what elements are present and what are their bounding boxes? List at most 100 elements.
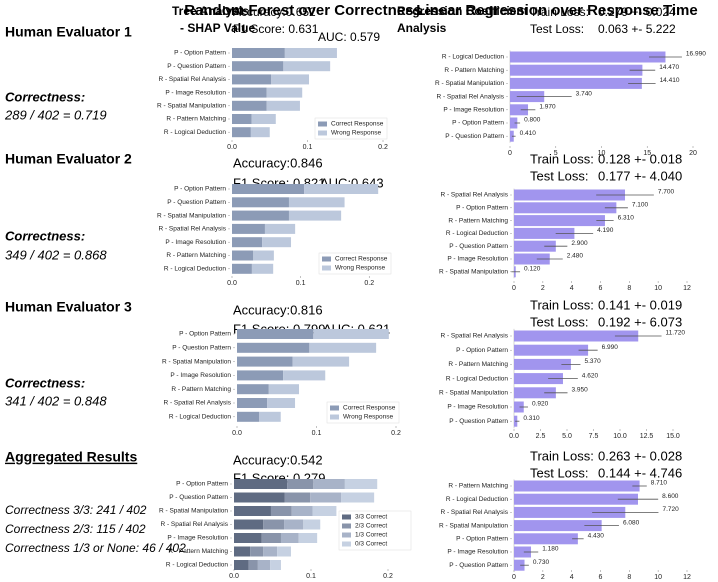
annotation: F1 Score: 0.631 bbox=[233, 22, 319, 36]
bar-segment bbox=[232, 263, 252, 274]
category-label: R - Spatial Manipulation bbox=[439, 522, 508, 529]
bar-segment bbox=[237, 342, 310, 353]
bar-segment bbox=[266, 100, 300, 111]
legend-label: Correct Response bbox=[343, 405, 396, 412]
bar-segment bbox=[234, 506, 271, 516]
value-label: 1.180 bbox=[542, 546, 559, 553]
bar-segment bbox=[234, 546, 251, 557]
category-label: P - Question Pattern bbox=[172, 345, 231, 352]
bar bbox=[514, 559, 525, 571]
category-label: R - Spatial Rel Analysis bbox=[440, 509, 508, 516]
legend-swatch bbox=[342, 532, 351, 538]
bar-segment bbox=[232, 87, 267, 98]
value-label: 3.740 bbox=[576, 90, 593, 97]
bar-segment bbox=[251, 114, 276, 124]
x-tick-label: 0.0 bbox=[229, 573, 239, 580]
annotation: Accuracy:0.846 bbox=[233, 155, 323, 170]
legend-label: Correct Response bbox=[331, 121, 384, 128]
bar bbox=[514, 202, 617, 214]
category-label: P - Question Pattern bbox=[445, 133, 504, 140]
category-label: R - Pattern Matching bbox=[448, 483, 508, 490]
bar-segment bbox=[237, 356, 293, 367]
bar-segment bbox=[284, 48, 337, 58]
x-tick-label: 0.0 bbox=[227, 144, 237, 151]
category-label: R - Spatial Manipulation bbox=[157, 103, 226, 110]
bar-segment bbox=[303, 519, 321, 530]
bar bbox=[514, 480, 640, 492]
value-label: 5.370 bbox=[584, 358, 601, 365]
category-label: P - Image Resolution bbox=[167, 535, 228, 542]
annotation: Test Loss: bbox=[530, 465, 589, 480]
category-label: R - Spatial Manipulation bbox=[159, 508, 228, 515]
category-label: R - Logical Deduction bbox=[446, 230, 509, 237]
category-label: P - Option Pattern bbox=[176, 481, 228, 488]
bar-segment bbox=[237, 370, 284, 381]
bar bbox=[514, 253, 550, 265]
category-label: P - Option Pattern bbox=[452, 120, 504, 127]
annotation: 0.192 +- 6.073 bbox=[598, 314, 682, 329]
row-text: 349 / 402 = 0.868 bbox=[5, 247, 107, 262]
bar-segment bbox=[232, 127, 251, 138]
x-tick-label: 15 bbox=[643, 150, 651, 157]
x-tick-label: 2.5 bbox=[536, 433, 546, 440]
value-label: 4.190 bbox=[597, 227, 614, 234]
value-label: 7.700 bbox=[658, 189, 675, 196]
annotation: Train Loss: bbox=[530, 297, 594, 312]
row-text: Correctness: bbox=[5, 89, 85, 104]
legend-swatch bbox=[318, 121, 327, 127]
bar bbox=[510, 51, 666, 63]
bar-segment bbox=[253, 250, 274, 261]
annotation: 0.177 +- 4.040 bbox=[598, 168, 682, 183]
x-tick-label: 0.1 bbox=[303, 144, 313, 151]
category-label: R - Logical Deduction bbox=[166, 562, 229, 569]
bar-segment bbox=[283, 370, 326, 381]
category-label: R - Logical Deduction bbox=[446, 496, 509, 503]
category-label: R - Spatial Rel Analysis bbox=[163, 400, 231, 407]
bar-segment bbox=[292, 356, 350, 367]
value-label: 6.310 bbox=[618, 214, 635, 221]
bar-segment bbox=[310, 492, 342, 503]
x-tick-label: 10 bbox=[598, 150, 606, 157]
category-label: P - Option Pattern bbox=[456, 205, 508, 212]
value-label: 6.990 bbox=[602, 344, 619, 351]
category-label: P - Option Pattern bbox=[456, 536, 508, 543]
bar bbox=[510, 117, 518, 129]
x-tick-label: 0 bbox=[512, 285, 516, 292]
x-tick-label: 0.1 bbox=[296, 280, 306, 287]
bar-segment bbox=[313, 329, 389, 339]
x-tick-label: 12.5 bbox=[640, 433, 654, 440]
bar-segment bbox=[250, 127, 270, 138]
chart-title: Regression Coefficient bbox=[397, 4, 528, 18]
bar-segment bbox=[341, 492, 375, 503]
bar bbox=[514, 546, 532, 558]
bar-segment bbox=[232, 100, 267, 111]
value-label: 0.920 bbox=[532, 401, 549, 408]
category-label: P - Question Pattern bbox=[449, 418, 508, 425]
x-tick-label: 6 bbox=[599, 574, 603, 581]
annotation: 0.141 +- 0.019 bbox=[598, 297, 682, 312]
bar-segment bbox=[291, 506, 313, 516]
row-title: Human Evaluator 3 bbox=[5, 299, 132, 315]
x-tick-label: 0 bbox=[508, 150, 512, 157]
bar bbox=[514, 330, 639, 342]
category-label: R - Spatial Manipulation bbox=[157, 212, 226, 219]
legend-label: 3/3 Correct bbox=[355, 514, 387, 521]
category-label: R - Spatial Rel Analysis bbox=[436, 93, 504, 100]
row-text: 289 / 402 = 0.719 bbox=[4, 107, 107, 122]
legend-label: Correct Response bbox=[335, 256, 388, 263]
x-tick-label: 12 bbox=[683, 574, 691, 581]
chart-title: - SHAP Value bbox=[180, 21, 255, 35]
bar bbox=[514, 387, 556, 399]
legend-swatch bbox=[322, 256, 331, 262]
bar-segment bbox=[232, 114, 252, 124]
x-tick-label: 12 bbox=[683, 285, 691, 292]
category-label: R - Logical Deduction bbox=[164, 266, 227, 273]
x-tick-label: 15.0 bbox=[666, 433, 680, 440]
category-label: R - Spatial Rel Analysis bbox=[158, 76, 226, 83]
annotation: Test Loss: bbox=[530, 168, 589, 183]
annotation: 0.263 +- 0.028 bbox=[598, 448, 682, 463]
bar-segment bbox=[263, 519, 285, 530]
bar bbox=[514, 358, 571, 370]
row-text: Correctness 3/3: 241 / 402 bbox=[5, 503, 147, 517]
category-label: R - Spatial Manipulation bbox=[439, 390, 508, 397]
